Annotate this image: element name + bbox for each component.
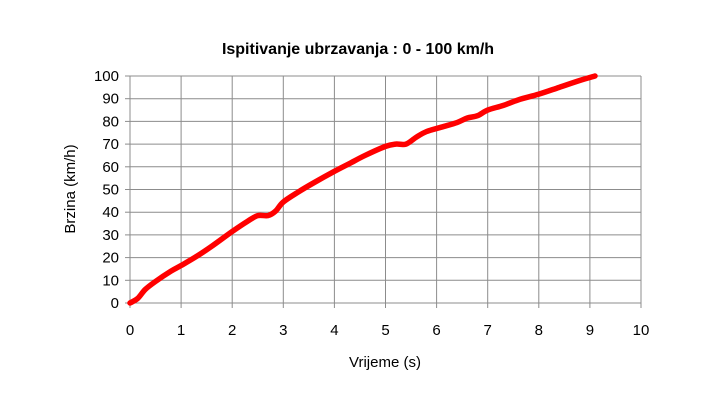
gridlines xyxy=(129,75,642,304)
y-axis-label: Brzina (km/h) xyxy=(62,144,79,233)
y-tick-label-4: 40 xyxy=(102,204,119,221)
x-axis-ticks: 0 1 2 3 4 5 6 7 8 9 10 xyxy=(126,303,650,339)
x-tick-label-4: 4 xyxy=(330,322,338,339)
y-tick-label-0: 0 xyxy=(111,295,119,312)
y-tick-label-5: 50 xyxy=(102,182,119,199)
chart-title: Ispitivanje ubrzavanja : 0 - 100 km/h xyxy=(222,41,494,58)
series-line-0 xyxy=(127,73,598,306)
y-tick-label-7: 70 xyxy=(102,136,119,153)
y-tick-label-8: 80 xyxy=(102,113,119,130)
y-tick-label-3: 30 xyxy=(102,227,119,244)
x-tick-label-5: 5 xyxy=(381,322,389,339)
y-tick-label-10: 100 xyxy=(94,68,119,85)
x-tick-label-9: 9 xyxy=(586,322,594,339)
x-axis-label: Vrijeme (s) xyxy=(349,354,421,371)
x-tick-label-2: 2 xyxy=(228,322,236,339)
x-tick-label-0: 0 xyxy=(126,322,134,339)
y-tick-label-2: 20 xyxy=(102,250,119,267)
x-tick-label-7: 7 xyxy=(484,322,492,339)
y-tick-label-1: 10 xyxy=(102,272,119,289)
x-tick-label-10: 10 xyxy=(633,322,650,339)
y-tick-label-9: 90 xyxy=(102,91,119,108)
series-layer xyxy=(127,73,598,306)
x-tick-label-8: 8 xyxy=(535,322,543,339)
x-tick-label-3: 3 xyxy=(279,322,287,339)
y-tick-label-6: 60 xyxy=(102,159,119,176)
x-tick-label-1: 1 xyxy=(177,322,185,339)
x-tick-label-6: 6 xyxy=(432,322,440,339)
